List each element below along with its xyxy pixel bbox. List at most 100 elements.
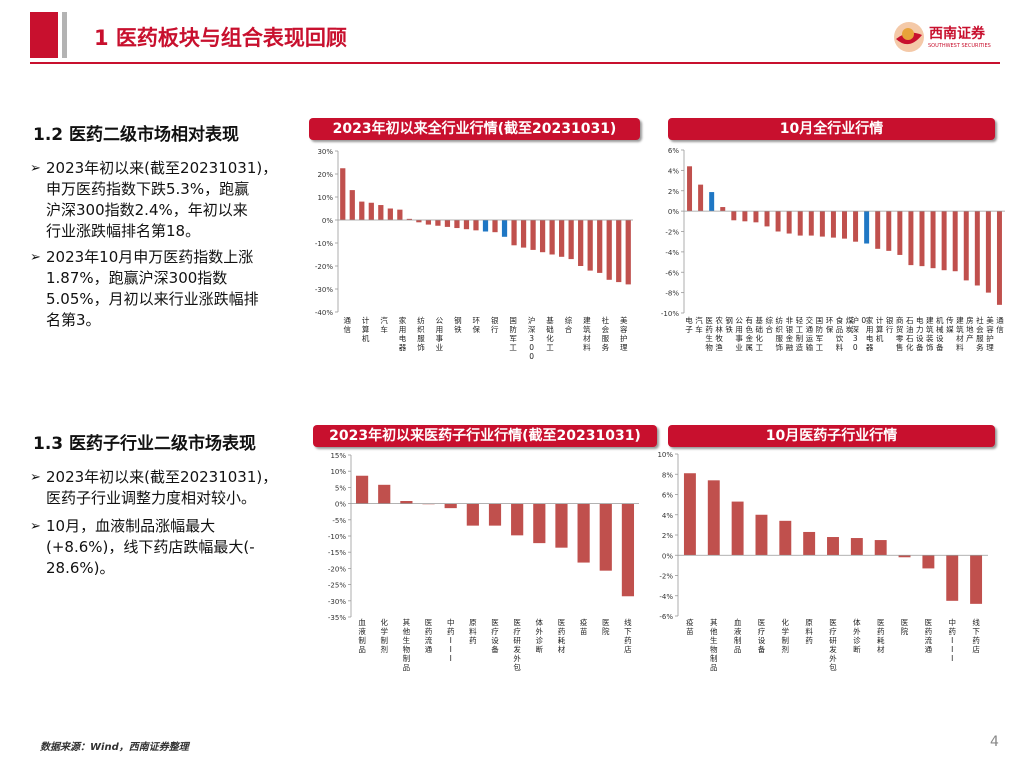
y-tick-label: 0%: [335, 501, 346, 509]
bar: [941, 211, 947, 271]
bar: [597, 220, 603, 273]
bullet-1-3-b: ➢ 10月，血液制品涨幅最大 (+8.6%)，线下药店跌幅最大(- 28.6%)…: [30, 516, 300, 579]
bar: [400, 501, 413, 504]
bar: [908, 211, 914, 266]
chart-ytd-pharma-subsectors: 15% 10% 5% 0% -5% -10% -15% -20% -25% -30% -35% 血液制…: [328, 452, 639, 672]
category-label: 医疗研发外包: [513, 618, 521, 672]
chart-oct-pharma-subsectors: 10% 8% 6% 4% 2% 0% -2% -4% -6% 疫苗 其他生物制品 血液制品 医疗设备 化学…: [657, 451, 988, 672]
y-tick-label: -4%: [659, 593, 673, 601]
y-tick-label: -6%: [665, 269, 679, 277]
bar: [533, 503, 546, 544]
bar: [963, 211, 969, 281]
bullet-arrow-icon: ➢: [30, 470, 41, 485]
bar: [709, 192, 715, 212]
category-label: 线下药店: [972, 617, 980, 654]
y-tick-label: -35%: [328, 614, 346, 622]
category-label: 化学制剂: [380, 617, 388, 654]
bar: [886, 211, 892, 251]
y-tick-label: -25%: [328, 582, 346, 590]
y-tick-label: 2%: [668, 188, 679, 196]
category-label: 煤炭: [846, 315, 854, 334]
chart-title-banner-2: 10月全行业行情: [668, 118, 995, 140]
bullet-text: 2023年初以来(截至20231031)， 申万医药指数下跌5.3%，跑赢 沪深…: [46, 159, 278, 240]
bar: [755, 514, 768, 556]
category-label: 国防军工: [816, 316, 824, 352]
category-label: 化学制剂: [782, 617, 790, 654]
bar: [786, 211, 792, 234]
category-label: 传媒: [946, 315, 954, 334]
bar: [587, 220, 593, 271]
bar: [898, 555, 911, 558]
bar: [466, 503, 479, 526]
category-label: 银行: [886, 316, 894, 334]
bar: [830, 211, 836, 238]
bar: [492, 220, 498, 233]
category-label: 钢铁: [725, 315, 733, 334]
category-label: 环保: [826, 316, 834, 334]
bar: [577, 503, 590, 563]
chart-title-banner-3: 2023年初以来医药子行业行情(截至20231031): [313, 425, 657, 447]
bar: [970, 555, 983, 604]
category-label: 血液制品: [734, 617, 742, 654]
bar: [568, 220, 574, 260]
category-label: 建筑材料: [583, 315, 591, 352]
y-tick-label: 2%: [662, 532, 673, 540]
bullet-text: 2023年10月申万医药指数上涨 1.87%，跑赢沪深300指数 5.05%，月…: [46, 248, 259, 329]
bar: [764, 211, 770, 227]
category-label: 中药 I I I: [447, 617, 455, 663]
y-tick-label: 6%: [668, 147, 679, 155]
bar: [707, 480, 720, 556]
bar: [359, 201, 365, 220]
bar: [683, 473, 696, 556]
category-label: 建筑装饰: [926, 315, 934, 352]
y-tick-label: 10%: [657, 451, 673, 459]
category-label: 轻工制造: [796, 315, 804, 352]
bar: [731, 211, 737, 221]
header-gray-bar: [62, 12, 67, 58]
bar: [853, 211, 859, 242]
bar: [511, 220, 517, 246]
bullet-1-2-a: ➢ 2023年初以来(截至20231031)， 申万医药指数下跌5.3%，跑赢 …: [30, 158, 300, 242]
bar: [698, 184, 704, 212]
category-label: 电力设备: [916, 315, 924, 352]
bar: [621, 503, 635, 597]
bar: [416, 220, 422, 223]
y-tick-label: 10%: [317, 194, 333, 202]
y-tick-label: 30%: [317, 148, 333, 156]
category-label: 公用事业: [735, 316, 743, 352]
y-tick-label: -40%: [315, 309, 333, 317]
y-tick-label: 0%: [668, 208, 679, 216]
bar: [549, 220, 555, 255]
bar: [753, 211, 759, 223]
category-label: 商贸零售: [896, 315, 904, 352]
bar: [559, 220, 565, 257]
category-label: 医药耗材: [877, 618, 885, 654]
y-tick-label: -4%: [665, 249, 679, 257]
y-tick-label: 15%: [330, 452, 346, 460]
bar: [742, 211, 748, 222]
logo-text-cn: 西南证券: [929, 26, 985, 42]
bar: [501, 220, 508, 237]
bar: [797, 211, 803, 236]
bar: [606, 220, 612, 280]
y-tick-label: 4%: [662, 512, 673, 520]
data-source-note: 数据来源：Wind，西南证券整理: [40, 742, 189, 753]
y-tick-label: 6%: [662, 492, 673, 500]
category-label: 疫苗: [580, 617, 588, 636]
y-tick-label: -6%: [659, 613, 673, 621]
bar: [996, 211, 1002, 305]
category-label: 社会服务: [602, 315, 610, 352]
bar: [952, 211, 958, 272]
bullet-text: 10月，血液制品涨幅最大 (+8.6%)，线下药店跌幅最大(- 28.6%)。: [46, 517, 255, 577]
bar: [435, 220, 441, 226]
category-label: 石油石化: [906, 316, 914, 352]
bar: [368, 202, 374, 220]
category-label: 体外诊断: [536, 617, 544, 654]
bar: [731, 501, 744, 556]
y-tick-label: -2%: [659, 573, 673, 581]
category-label: 基础化工: [546, 315, 554, 352]
bar: [803, 531, 816, 556]
y-tick-label: 8%: [662, 471, 673, 479]
bar: [850, 538, 863, 556]
category-label: 机械设备: [936, 315, 944, 352]
